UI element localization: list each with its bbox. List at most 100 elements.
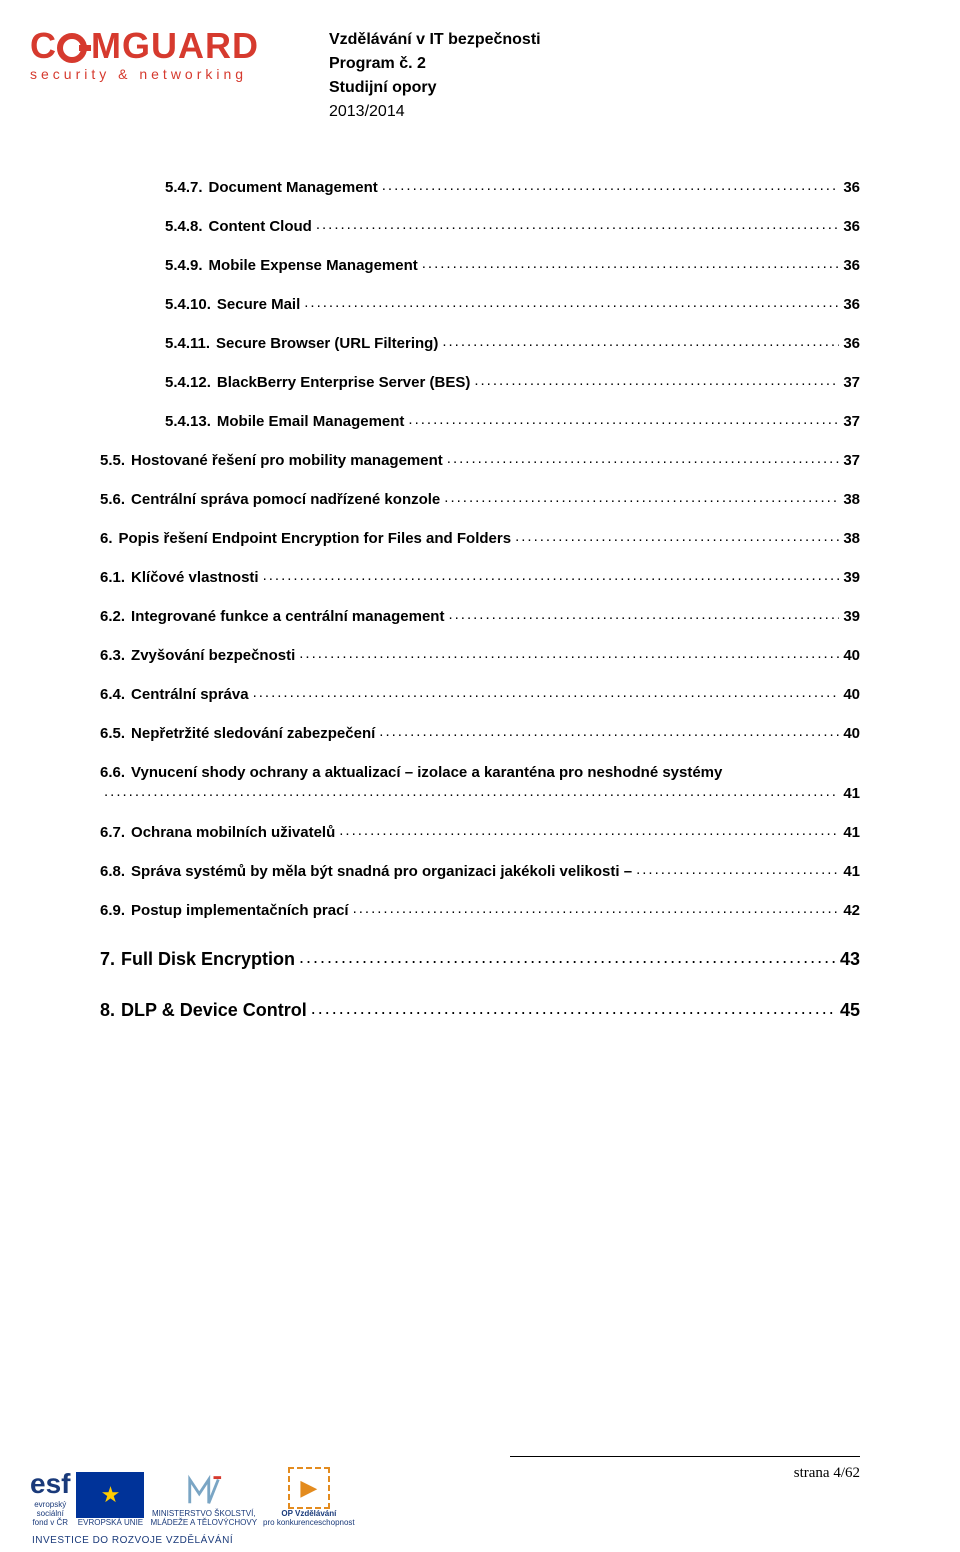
toc-title: Ochrana mobilních uživatelů bbox=[131, 824, 335, 841]
toc-page: 42 bbox=[843, 902, 860, 919]
toc-entry: 5.6. Centrální správa pomocí nadřízené ko… bbox=[100, 491, 860, 508]
toc-number: 5.6. bbox=[100, 491, 125, 508]
toc-leader bbox=[353, 900, 840, 917]
toc-title: Popis řešení Endpoint Encryption for Fil… bbox=[119, 530, 512, 547]
toc-page: 41 bbox=[843, 785, 860, 802]
toc-entry: 5.4.13.Mobile Email Management37 bbox=[100, 413, 860, 430]
toc-title: Document Management bbox=[209, 179, 378, 196]
toc-entry: 6.7. Ochrana mobilních uživatelů 41 bbox=[100, 824, 860, 841]
toc-leader bbox=[311, 998, 836, 1019]
toc-page: 40 bbox=[843, 647, 860, 664]
toc-entry: 6.2.Integrované funkce a centrální manag… bbox=[100, 608, 860, 625]
invest-tagline: INVESTICE DO ROZVOJE VZDĚLÁVÁNÍ bbox=[32, 1535, 233, 1546]
toc-title: BlackBerry Enterprise Server (BES) bbox=[217, 374, 470, 391]
toc-title: Secure Mail bbox=[217, 296, 300, 313]
toc-number: 6.5. bbox=[100, 725, 125, 742]
toc-page: 40 bbox=[843, 686, 860, 703]
toc-title: Zvyšování bezpečnosti bbox=[131, 647, 295, 664]
toc-page: 36 bbox=[843, 218, 860, 235]
toc-title: Content Cloud bbox=[209, 218, 312, 235]
toc-content: 5.4.7.Document Management365.4.8.Content… bbox=[0, 124, 960, 1021]
toc-title: Centrální správa pomocí nadřízené konzol… bbox=[131, 491, 440, 508]
toc-leader bbox=[382, 177, 840, 194]
toc-entry: 6.1. Klíčové vlastnosti 39 bbox=[100, 569, 860, 586]
header-text: Vzdělávání v IT bezpečnosti Program č. 2… bbox=[329, 28, 541, 124]
toc-entry: 5.4.9.Mobile Expense Management36 bbox=[100, 257, 860, 274]
toc-section: 7.Full Disk Encryption43 bbox=[100, 949, 860, 970]
toc-page: 36 bbox=[843, 335, 860, 352]
msmt-logo: MINISTERSTVO ŠKOLSTVÍ, MLÁDEŽE A TĚLOVÝC… bbox=[150, 1469, 257, 1527]
toc-leader bbox=[448, 606, 839, 623]
toc-page: 36 bbox=[843, 257, 860, 274]
toc-title: Vynucení shody ochrany a aktualizací – i… bbox=[131, 764, 722, 781]
toc-leader bbox=[263, 567, 840, 584]
toc-leader bbox=[104, 783, 839, 800]
msmt-line-2: MLÁDEŽE A TĚLOVÝCHOVY bbox=[150, 1518, 257, 1527]
footer-logos: esf evropský sociální fond v ČR ★ EVROPS… bbox=[30, 1467, 355, 1527]
page-header: CMGUARD security & networking Vzdělávání… bbox=[0, 0, 960, 124]
toc-number: 6.8. bbox=[100, 863, 125, 880]
toc-title: Secure Browser (URL Filtering) bbox=[216, 335, 438, 352]
toc-number: 6.3. bbox=[100, 647, 125, 664]
toc-page: 37 bbox=[843, 452, 860, 469]
opvk-line-1: OP Vzdělávání bbox=[281, 1509, 336, 1518]
toc-leader bbox=[447, 450, 840, 467]
page-number: strana 4/62 bbox=[794, 1465, 860, 1482]
esf-line-1: evropský bbox=[34, 1500, 66, 1509]
header-line-1: Vzdělávání v IT bezpečnosti bbox=[329, 28, 541, 52]
toc-leader bbox=[636, 861, 839, 878]
toc-page: 38 bbox=[843, 530, 860, 547]
toc-number: 6.1. bbox=[100, 569, 125, 586]
toc-title: Nepřetržité sledování zabezpečení bbox=[131, 725, 375, 742]
eu-logo: ★ EVROPSKÁ UNIE bbox=[76, 1472, 144, 1527]
toc-title: Integrované funkce a centrální managemen… bbox=[131, 608, 444, 625]
page-divider bbox=[510, 1456, 860, 1457]
toc-entry: 5.4.10.Secure Mail36 bbox=[100, 296, 860, 313]
toc-title: Mobile Email Management bbox=[217, 413, 405, 430]
toc-page: 36 bbox=[843, 179, 860, 196]
toc-number: 6.9. bbox=[100, 902, 125, 919]
logo-wordmark: CMGUARD bbox=[30, 28, 259, 64]
toc-leader bbox=[422, 255, 840, 272]
toc-page: 38 bbox=[843, 491, 860, 508]
toc-leader bbox=[379, 723, 839, 740]
opvk-line-2: pro konkurenceschopnost bbox=[263, 1518, 355, 1527]
toc-entry: 5.4.12. BlackBerry Enterprise Server (BES… bbox=[100, 374, 860, 391]
toc-entry: 6.8. Správa systémů by měla být snadná pr… bbox=[100, 863, 860, 880]
toc-leader bbox=[515, 528, 839, 545]
toc-entry: 5.4.11.Secure Browser (URL Filtering)36 bbox=[100, 335, 860, 352]
toc-leader bbox=[339, 822, 839, 839]
toc-title: Správa systémů by měla být snadná pro or… bbox=[131, 863, 632, 880]
toc-title: Mobile Expense Management bbox=[209, 257, 418, 274]
toc-page: 39 bbox=[843, 569, 860, 586]
toc-title: Full Disk Encryption bbox=[121, 949, 295, 970]
toc-number: 5.4.13. bbox=[165, 413, 211, 430]
toc-number: 6. bbox=[100, 530, 113, 547]
toc-number: 8. bbox=[100, 1000, 115, 1021]
toc-number: 6.7. bbox=[100, 824, 125, 841]
toc-number: 5.4.7. bbox=[165, 179, 203, 196]
toc-leader bbox=[304, 294, 839, 311]
toc-entry: 6.5. Nepřetržité sledování zabezpečení 40 bbox=[100, 725, 860, 742]
header-line-3: Studijní opory bbox=[329, 76, 541, 100]
toc-entry: 6.4.Centrální správa40 bbox=[100, 686, 860, 703]
toc-page: 45 bbox=[840, 1000, 860, 1021]
toc-leader bbox=[442, 333, 839, 350]
toc-entry: 5.4.7. Document Management 36 bbox=[100, 179, 860, 196]
opvk-logo: ▶ OP Vzdělávání pro konkurenceschopnost bbox=[263, 1467, 355, 1527]
toc-title: Klíčové vlastnosti bbox=[131, 569, 259, 586]
toc-page: 39 bbox=[843, 608, 860, 625]
toc-number: 5.5. bbox=[100, 452, 125, 469]
toc-entry-continued: 41 bbox=[100, 785, 860, 802]
header-year: 2013/2014 bbox=[329, 100, 541, 124]
toc-number: 5.4.12. bbox=[165, 374, 211, 391]
toc-leader bbox=[253, 684, 840, 701]
toc-entry: 6.6.Vynucení shody ochrany a aktualizací… bbox=[100, 764, 860, 781]
toc-page: 36 bbox=[843, 296, 860, 313]
toc-page: 41 bbox=[843, 824, 860, 841]
toc-page: 40 bbox=[843, 725, 860, 742]
toc-title: Postup implementačních prací bbox=[131, 902, 349, 919]
toc-leader bbox=[299, 645, 839, 662]
toc-entry: 5.4.8.Content Cloud36 bbox=[100, 218, 860, 235]
msmt-line-1: MINISTERSTVO ŠKOLSTVÍ, bbox=[152, 1509, 256, 1518]
